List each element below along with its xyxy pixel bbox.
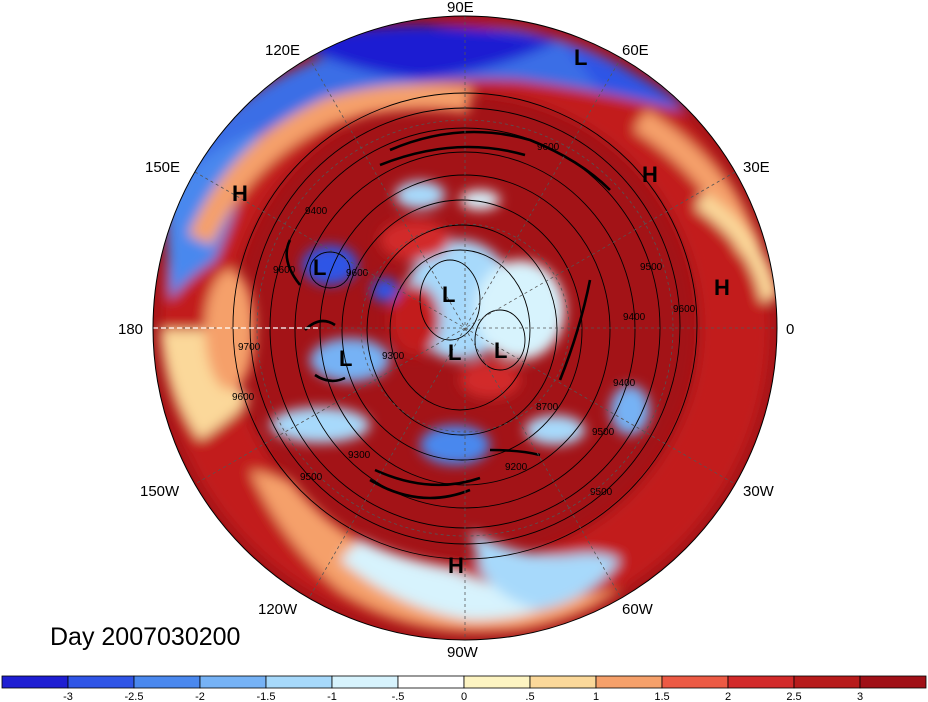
lon-label-150w: 150W (140, 483, 180, 500)
colorbar-tick-label: 0 (461, 691, 467, 702)
low-center-label: L (494, 338, 507, 363)
colorbar-tick-label: -2.5 (125, 691, 144, 702)
low-center-label: L (313, 255, 326, 280)
svg-text:9600: 9600 (232, 392, 255, 403)
low-center-label: L (448, 340, 461, 365)
svg-text:9200: 9200 (505, 462, 528, 473)
svg-text:9500: 9500 (590, 487, 613, 498)
colorbar-swatch (67, 675, 135, 689)
colorbar-swatch (595, 675, 663, 689)
colorbar-tick-label: -2 (195, 691, 205, 702)
high-center-label: H (642, 162, 658, 187)
map-border (152, 15, 778, 641)
svg-text:9600: 9600 (537, 142, 560, 153)
lon-label-120e: 120E (265, 42, 300, 59)
colorbar-swatch (133, 675, 201, 689)
pressure-centers: L H H H L L L L L H (232, 45, 730, 578)
colorbar-tick-label: 1 (593, 691, 599, 702)
svg-text:9400: 9400 (305, 206, 328, 217)
colorbar-tick-label: 1.5 (654, 691, 669, 702)
svg-text:9500: 9500 (640, 262, 663, 273)
svg-text:9500: 9500 (300, 472, 323, 483)
svg-text:9300: 9300 (382, 351, 405, 362)
lon-label-30w: 30W (743, 483, 775, 500)
colorbar-swatch (1, 675, 69, 689)
svg-text:9600: 9600 (673, 304, 696, 315)
colorbar-tick-label: 3 (857, 691, 863, 702)
lon-label-120w: 120W (258, 601, 298, 618)
anomaly-field: 9600 9400 9600 9500 9600 9400 9500 8700 … (153, 16, 777, 640)
date-title: Day 2007030200 (50, 623, 240, 651)
svg-text:9400: 9400 (623, 312, 646, 323)
colorbar-tick-label: -3 (63, 691, 73, 702)
lon-label-90e: 90E (447, 0, 474, 16)
colorbar: -3 -2.5 -2 -1.5 -1 -.5 0 .5 1 1.5 2 2.5 3 (1, 675, 927, 702)
colorbar-tick-label: -.5 (392, 691, 405, 702)
colorbar-swatch (859, 675, 927, 689)
colorbar-swatch (463, 675, 531, 689)
high-center-label: H (232, 181, 248, 206)
high-center-label: H (448, 553, 464, 578)
colorbar-tick-label: -1 (327, 691, 337, 702)
colorbar-swatch (529, 675, 597, 689)
svg-text:9600: 9600 (346, 268, 369, 279)
lon-label-60w: 60W (622, 601, 654, 618)
lon-label-180: 180 (118, 321, 143, 338)
colorbar-swatch (793, 675, 861, 689)
lon-label-90w: 90W (447, 644, 479, 661)
colorbar-swatch (661, 675, 729, 689)
colorbar-swatch (397, 675, 465, 689)
colorbar-tick-label: 2.5 (786, 691, 801, 702)
longitude-labels: 90E 60E 30E 0 30W 60W 90W 120W 150W 180 … (118, 0, 794, 661)
contour-labels: 9600 9400 9600 9500 9600 9400 9500 8700 … (232, 142, 696, 498)
svg-text:9700: 9700 (238, 342, 261, 353)
svg-text:9300: 9300 (348, 450, 371, 461)
lon-label-150e: 150E (145, 159, 180, 176)
low-center-label: L (574, 45, 587, 70)
svg-text:9500: 9500 (592, 427, 615, 438)
jet-contours (285, 130, 611, 500)
colorbar-tick-label: 2 (725, 691, 731, 702)
svg-text:9600: 9600 (273, 265, 296, 276)
low-center-label: L (442, 282, 455, 307)
low-center-label: L (339, 346, 352, 371)
colorbar-swatch (331, 675, 399, 689)
colorbar-tick-label: .5 (525, 691, 534, 702)
lon-label-60e: 60E (622, 42, 649, 59)
svg-text:9400: 9400 (613, 378, 636, 389)
lon-label-30e: 30E (743, 159, 770, 176)
svg-text:8700: 8700 (536, 402, 559, 413)
colorbar-tick-label: -1.5 (257, 691, 276, 702)
high-center-label: H (714, 275, 730, 300)
colorbar-swatch (265, 675, 333, 689)
colorbar-swatch (199, 675, 267, 689)
lon-label-0: 0 (786, 321, 794, 338)
colorbar-swatch (727, 675, 795, 689)
